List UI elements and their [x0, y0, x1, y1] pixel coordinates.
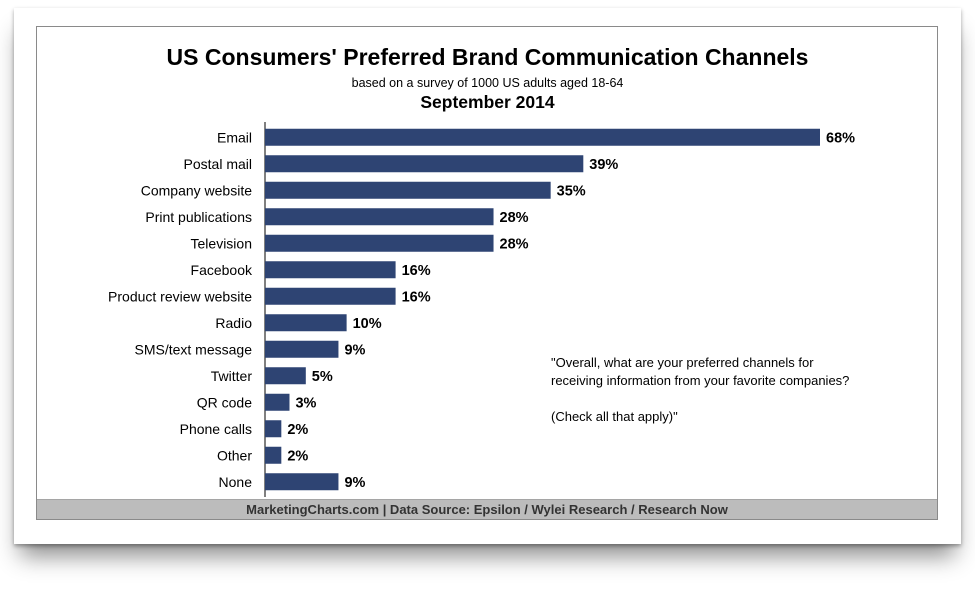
- category-label-email: Email: [217, 129, 252, 145]
- bar-radio: [265, 314, 347, 332]
- bar-twitter: [265, 367, 306, 385]
- chart-subtitle: based on a survey of 1000 US adults aged…: [351, 76, 624, 90]
- value-label-twitter: 5%: [312, 369, 333, 385]
- value-labels: 68% 39%35% 28% 28% 16% 16% 10% 9% 5% 3% 2% 2% 9%: [287, 130, 855, 491]
- value-label-product-review-website: 16%: [402, 289, 431, 305]
- value-label-phone-calls: 2%: [287, 422, 308, 438]
- category-label-product-review-website: Product review website: [108, 288, 252, 304]
- bar-sms-text-message: [265, 340, 339, 358]
- bar-company-website: [265, 181, 551, 199]
- survey-question-note: "Overall, what are your preferred channe…: [551, 354, 911, 426]
- value-label-sms-text-message: 9%: [344, 342, 365, 358]
- category-label-print-publications: Print publications: [145, 209, 252, 225]
- value-label-qr-code: 3%: [295, 395, 316, 411]
- bar-qr-code: [265, 393, 290, 411]
- bar-facebook: [265, 261, 396, 279]
- bar-phone-calls: [265, 420, 282, 438]
- category-label-company-website: Company website: [141, 182, 252, 198]
- category-label-radio: Radio: [215, 315, 252, 331]
- value-label-print-publications: 28%: [500, 210, 529, 226]
- bars: [265, 128, 820, 491]
- note-line-1: "Overall, what are your preferred channe…: [551, 355, 814, 370]
- value-label-television: 28%: [500, 236, 529, 252]
- value-label-facebook: 16%: [402, 263, 431, 279]
- chart-title: US Consumers' Preferred Brand Communicat…: [166, 44, 809, 70]
- bar-other: [265, 446, 282, 464]
- bar-none: [265, 473, 339, 491]
- category-label-other: Other: [217, 447, 252, 463]
- bar-product-review-website: [265, 287, 396, 305]
- chart-panel: [36, 26, 938, 520]
- category-labels: Email Postal mail Company website Print pub…: [108, 129, 253, 490]
- bar-print-publications: [265, 208, 494, 226]
- bar-television: [265, 234, 494, 252]
- value-label-postal-mail: 39%: [589, 157, 618, 173]
- value-label-none: 9%: [344, 475, 365, 491]
- value-label-radio: 10%: [353, 316, 382, 332]
- category-label-qr-code: QR code: [197, 394, 252, 410]
- chart-date: September 2014: [420, 92, 555, 112]
- value-label-company-website: 35%: [557, 183, 586, 199]
- category-label-none: None: [219, 474, 253, 490]
- category-label-twitter: Twitter: [211, 368, 253, 384]
- category-label-sms-text-message: SMS/text message: [135, 341, 253, 357]
- category-label-television: Television: [191, 235, 252, 251]
- category-label-phone-calls: Phone calls: [180, 421, 252, 437]
- value-label-other: 2%: [287, 448, 308, 464]
- note-line-2: receiving information from your favorite…: [551, 373, 850, 388]
- source-footer: MarketingCharts.com | Data Source: Epsil…: [37, 499, 937, 519]
- note-sub: (Check all that apply)": [551, 409, 678, 424]
- category-label-postal-mail: Postal mail: [184, 156, 252, 172]
- bar-postal-mail: [265, 155, 584, 173]
- value-label-email: 68%: [826, 130, 855, 146]
- category-label-facebook: Facebook: [191, 262, 253, 278]
- bar-email: [265, 128, 820, 146]
